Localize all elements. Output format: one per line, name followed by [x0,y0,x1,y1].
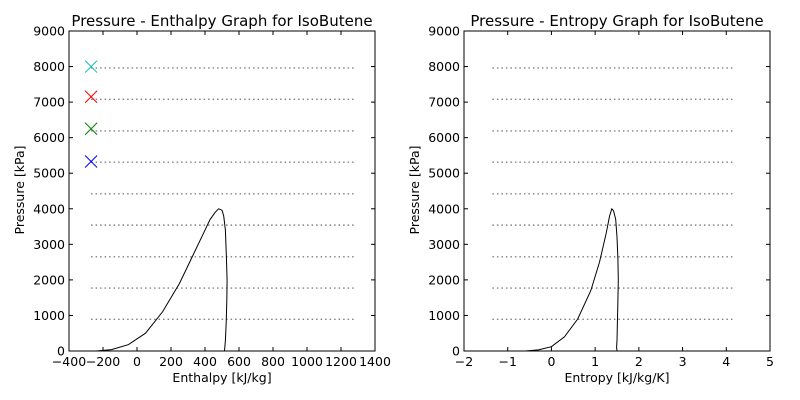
x-tick-label: 1200 [325,354,357,369]
x-marker [84,90,98,104]
x-tick-label: −2 [455,354,473,369]
x-tick-label: 4 [722,354,730,369]
x-marker-stroke [84,90,98,104]
y-tick-label: 4000 [428,201,460,216]
saturation-curve [525,207,619,352]
x-marker-stroke [84,122,98,136]
x-tick-label: 0 [547,354,555,369]
x-tick-label: 3 [679,354,687,369]
y-axis-label: Pressure [kPa] [407,146,422,235]
x-axis-label: Enthalpy [kJ/kg] [172,370,271,385]
x-tick-label: 5 [766,354,774,369]
y-tick-label: 7000 [33,95,65,110]
x-marker-stroke [84,155,98,168]
x-marker-stroke [84,60,98,73]
x-marker [84,155,98,168]
plot-area [492,67,736,352]
y-tick-label: 9000 [428,24,460,39]
y-axis-label: Pressure [kPa] [12,146,27,235]
plot-area [84,60,355,352]
y-tick-label: 5000 [33,166,65,181]
x-tick-label: 0 [133,354,141,369]
y-tick-label: 9000 [33,24,65,39]
x-tick-label: 600 [227,354,251,369]
y-tick-label: 4000 [33,201,65,216]
y-tick-label: 1000 [33,308,65,323]
chart-title: Pressure - Entropy Graph for IsoButene [470,12,763,30]
x-tick-label: 800 [261,354,285,369]
plot-frame [68,30,376,352]
y-tick-label: 0 [452,344,460,359]
x-marker [84,122,98,136]
x-axis-label: Entropy [kJ/kg/K] [564,370,669,385]
x-tick-label: −200 [86,354,120,369]
x-tick-label: 200 [159,354,183,369]
x-tick-label: 1 [591,354,599,369]
y-tick-label: 3000 [33,237,65,252]
chart-title: Pressure - Enthalpy Graph for IsoButene [71,12,372,30]
y-tick-label: 0 [57,344,65,359]
y-tick-label: 1000 [428,308,460,323]
y-tick-label: 2000 [428,272,460,287]
y-tick-label: 6000 [33,130,65,145]
y-tick-label: 3000 [428,237,460,252]
y-tick-label: 7000 [428,95,460,110]
x-tick-label: 1000 [291,354,323,369]
y-tick-label: 2000 [33,272,65,287]
x-marker [84,60,98,73]
plot-frame [463,30,771,352]
saturation-curve [96,208,228,352]
x-tick-label: −400 [52,354,86,369]
y-tick-label: 5000 [428,166,460,181]
x-tick-label: 1400 [359,354,391,369]
x-tick-label: 2 [635,354,643,369]
y-tick-label: 6000 [428,130,460,145]
y-tick-label: 8000 [33,59,65,74]
y-tick-label: 8000 [428,59,460,74]
x-tick-label: −1 [498,354,516,369]
enthalpy-chart: Pressure - Enthalpy Graph for IsoButene … [12,12,391,385]
x-tick-label: 400 [193,354,217,369]
entropy-chart: Pressure - Entropy Graph for IsoButene E… [407,12,774,385]
